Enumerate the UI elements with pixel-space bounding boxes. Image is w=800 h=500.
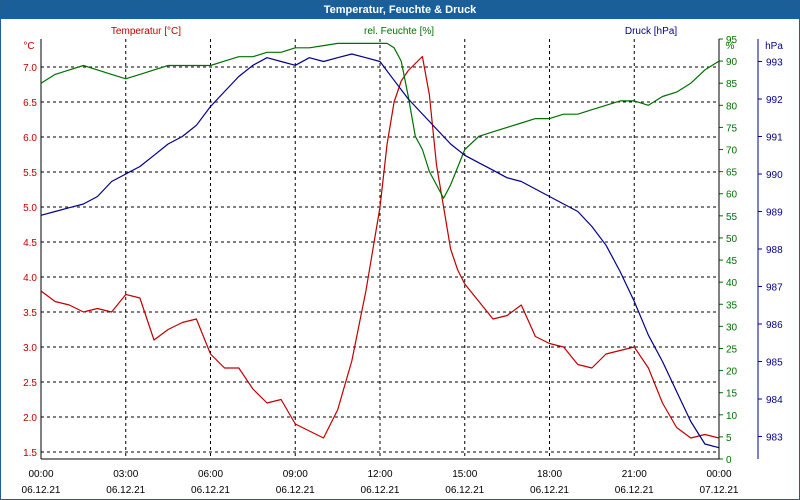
y-tick-label-humidity: 25 xyxy=(726,344,738,355)
y-tick-label-pressure: 989 xyxy=(766,208,783,219)
y-tick-label-humidity: 95 xyxy=(726,35,738,46)
y-tick-label-humidity: 40 xyxy=(726,278,738,289)
y-tick-label-temperature: 1.5 xyxy=(23,448,37,459)
humidity-axis-title: rel. Feuchte [%] xyxy=(364,26,434,37)
humidity-unit-label: % xyxy=(726,41,735,52)
y-tick-label-pressure: 985 xyxy=(766,358,783,369)
x-tick-label-time: 00:00 xyxy=(28,469,53,480)
y-tick-label-humidity: 75 xyxy=(726,123,738,134)
y-tick-label-humidity: 60 xyxy=(726,190,738,201)
x-tick-label-date: 06.12.21 xyxy=(22,485,61,496)
y-tick-label-humidity: 5 xyxy=(726,433,732,444)
x-tick-label-date: 06.12.21 xyxy=(191,485,230,496)
y-tick-label-humidity: 20 xyxy=(726,367,738,378)
y-tick-label-humidity: 45 xyxy=(726,256,738,267)
x-tick-label-time: 15:00 xyxy=(452,469,477,480)
temperature-axis-title: Temperatur [°C] xyxy=(111,26,181,37)
x-tick-label-date: 07.12.21 xyxy=(700,485,739,496)
x-tick-label-date: 06.12.21 xyxy=(530,485,569,496)
y-tick-label-pressure: 983 xyxy=(766,433,783,444)
series-line-humidity xyxy=(40,42,720,199)
temperature-unit-label: °C xyxy=(23,41,34,52)
y-tick-label-temperature: 6.0 xyxy=(23,133,37,144)
x-tick-label-time: 09:00 xyxy=(283,469,308,480)
y-tick-label-humidity: 35 xyxy=(726,300,738,311)
pressure-axis-title: Druck [hPa] xyxy=(625,26,677,37)
y-tick-label-humidity: 15 xyxy=(726,389,738,400)
x-tick-label-time: 00:00 xyxy=(706,469,731,480)
y-tick-label-humidity: 30 xyxy=(726,322,738,333)
y-tick-label-humidity: 90 xyxy=(726,57,738,68)
y-tick-label-humidity: 55 xyxy=(726,212,738,223)
y-tick-label-pressure: 984 xyxy=(766,395,783,406)
y-tick-label-humidity: 85 xyxy=(726,79,738,90)
series-line-temperature xyxy=(40,55,720,439)
y-tick-label-temperature: 7.0 xyxy=(23,63,37,74)
y-tick-label-temperature: 3.0 xyxy=(23,343,37,354)
x-tick-label-date: 06.12.21 xyxy=(361,485,400,496)
y-tick-label-pressure: 990 xyxy=(766,170,783,181)
y-tick-label-pressure: 993 xyxy=(766,58,783,69)
y-tick-label-pressure: 988 xyxy=(766,245,783,256)
y-tick-label-temperature: 5.5 xyxy=(23,168,37,179)
y-tick-label-humidity: 65 xyxy=(726,168,738,179)
x-tick-label-time: 21:00 xyxy=(622,469,647,480)
x-tick-label-time: 18:00 xyxy=(537,469,562,480)
y-tick-label-humidity: 10 xyxy=(726,411,738,422)
y-tick-label-pressure: 992 xyxy=(766,95,783,106)
y-tick-label-humidity: 0 xyxy=(726,455,732,466)
y-tick-label-humidity: 70 xyxy=(726,146,738,157)
y-tick-label-pressure: 986 xyxy=(766,320,783,331)
x-tick-label-time: 06:00 xyxy=(198,469,223,480)
y-tick-label-temperature: 6.5 xyxy=(23,98,37,109)
y-tick-label-pressure: 991 xyxy=(766,133,783,144)
y-tick-label-temperature: 5.0 xyxy=(23,203,37,214)
y-tick-label-temperature: 4.5 xyxy=(23,238,37,249)
x-tick-label-time: 03:00 xyxy=(113,469,138,480)
window-title: Temperatur, Feuchte & Druck xyxy=(1,1,799,19)
y-tick-label-temperature: 2.5 xyxy=(23,378,37,389)
y-tick-label-pressure: 987 xyxy=(766,283,783,294)
y-tick-label-temperature: 4.0 xyxy=(23,273,37,284)
pressure-unit-label: hPa xyxy=(765,41,783,52)
y-tick-label-humidity: 50 xyxy=(726,234,738,245)
y-tick-label-temperature: 2.0 xyxy=(23,413,37,424)
y-tick-label-temperature: 3.5 xyxy=(23,308,37,319)
x-tick-label-date: 06.12.21 xyxy=(276,485,315,496)
x-tick-label-date: 06.12.21 xyxy=(615,485,654,496)
y-tick-label-humidity: 80 xyxy=(726,101,738,112)
x-tick-label-date: 06.12.21 xyxy=(106,485,145,496)
series-line-pressure xyxy=(40,53,720,449)
x-tick-label-time: 12:00 xyxy=(367,469,392,480)
x-tick-label-date: 06.12.21 xyxy=(445,485,484,496)
